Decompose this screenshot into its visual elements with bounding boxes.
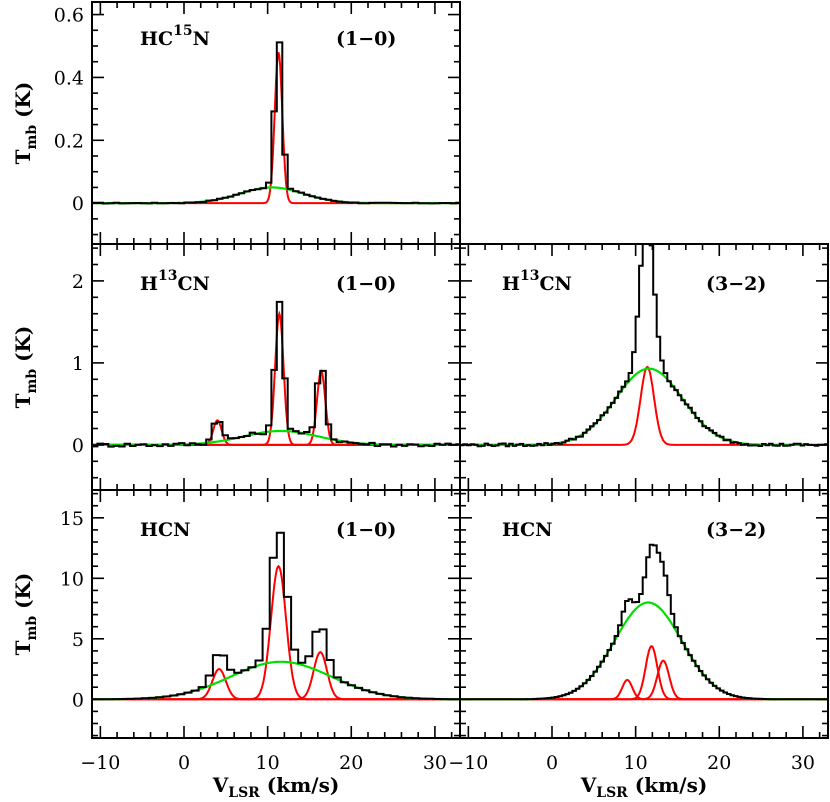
y-tick-label: 5: [72, 629, 84, 651]
panel-hc15n-1-0: 0 0.2 0.4 0.6 HC15N (1−0) Tmb (K): [11, 1, 461, 245]
x-tick-label: 30: [423, 752, 447, 774]
observed-spectrum: [92, 300, 460, 448]
transition-label: (3−2): [706, 273, 766, 295]
y-tick-label: 0: [72, 193, 84, 215]
x-axis-label: VLSR (km/s): [212, 773, 340, 801]
y-tick-label: 0.4: [54, 67, 84, 89]
red-component-3: [92, 369, 460, 446]
plot-area: [92, 531, 460, 701]
observed-spectrum: [92, 531, 460, 701]
plot-area: [92, 41, 460, 205]
transition-label: (1−0): [336, 273, 396, 295]
y-tick-label: 2: [72, 271, 84, 293]
green-broad-component: [92, 186, 460, 205]
red-component-2: [92, 564, 460, 701]
red-component-1: [92, 667, 460, 701]
x-tick-label: 10: [624, 752, 648, 774]
x-tick-label: −10: [80, 752, 120, 774]
transition-label: (3−2): [706, 519, 766, 541]
panel-hcn-1-0: 0 5 10 15 −10 0 10 20 30 HCN (1−0) Tmb (K): [11, 489, 461, 774]
molecule-label: HCN: [140, 519, 190, 541]
transition-label: (1−0): [336, 519, 396, 541]
x-tick-label: 20: [707, 752, 731, 774]
green-broad-component: [92, 429, 460, 446]
panel-hcn-3-2: −10 0 10 20 30 HCN (3−2): [448, 489, 829, 774]
y-axis-label: Tmb (K): [11, 573, 40, 656]
y-tick-label: 0: [72, 435, 84, 457]
red-component-3: [92, 650, 460, 701]
x-tick-label: 30: [791, 752, 815, 774]
panel-h13cn-3-2: H13CN (3−2): [459, 243, 829, 491]
red-component-1: [460, 365, 828, 446]
observed-spectrum: [460, 244, 828, 448]
red-component-2: [460, 644, 828, 701]
plot-area: [92, 300, 460, 448]
observed-spectrum: [92, 41, 460, 205]
panel-h13cn-1-0: 0 1 2 H13CN (1−0) Tmb (K): [11, 243, 461, 491]
y-tick-label: 10: [60, 568, 84, 590]
y-tick-label: 0.2: [54, 130, 84, 152]
x-tick-label: 10: [256, 752, 280, 774]
observed-spectrum: [460, 543, 828, 701]
plot-area: [460, 543, 828, 701]
y-axis-label: Tmb (K): [11, 326, 40, 409]
red-component-1: [92, 419, 460, 446]
y-tick-label: 0: [72, 689, 84, 711]
molecule-label: H13CN: [502, 268, 572, 295]
molecule-label: HCN: [502, 519, 552, 541]
y-tick-label: 0.6: [54, 5, 84, 27]
y-axis-label: Tmb (K): [11, 82, 40, 165]
y-tick-label: 15: [60, 508, 84, 530]
x-tick-label: 0: [546, 752, 558, 774]
x-tick-label: 20: [339, 752, 363, 774]
green-broad-component: [92, 660, 460, 701]
x-tick-label: −10: [448, 752, 488, 774]
transition-label: (1−0): [336, 28, 396, 50]
red-component-1: [460, 678, 828, 701]
x-tick-label: 0: [178, 752, 190, 774]
green-broad-component: [460, 601, 828, 701]
plot-area: [460, 244, 828, 448]
y-tick-label: 1: [72, 353, 84, 375]
molecule-label: H13CN: [140, 268, 210, 295]
x-axis-label: VLSR (km/s): [580, 773, 708, 801]
molecule-label: HC15N: [140, 23, 210, 50]
